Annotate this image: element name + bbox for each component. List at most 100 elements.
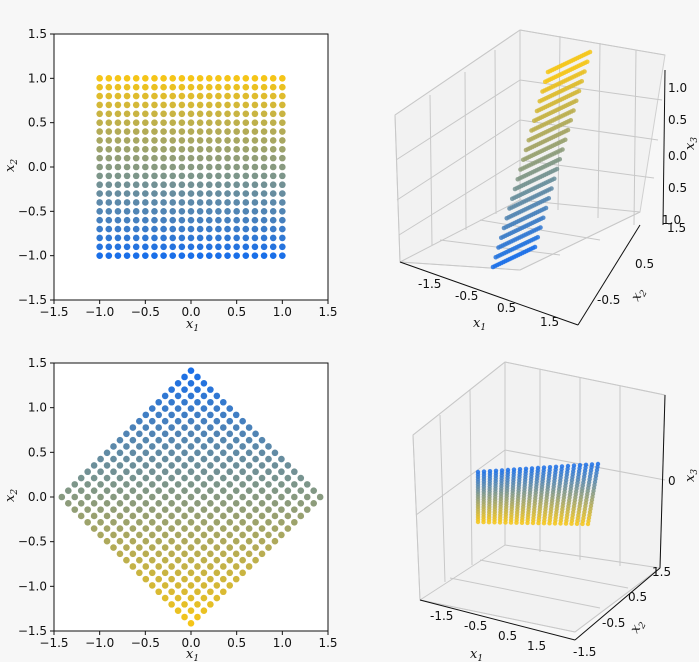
scatter-point (174, 556, 182, 564)
scatter-point (187, 430, 195, 438)
scatter-point (174, 443, 182, 450)
scatter-point (219, 462, 227, 469)
scatter-point (90, 462, 98, 469)
scatter-point (161, 481, 169, 488)
scatter-point (123, 430, 130, 438)
scatter-point (132, 208, 140, 215)
scatter-point (215, 181, 222, 189)
scatter-point (105, 216, 113, 224)
scatter-point (187, 569, 195, 577)
scatter-point (178, 234, 186, 242)
scatter-point (161, 430, 169, 438)
scatter-point (260, 199, 268, 206)
scatter-point (200, 455, 208, 463)
scatter-point (174, 468, 182, 476)
top-right-3d-panel: -1.5 -0.5 0.5 1.5 -0.5 0.5 1.5 1.0 0.5 0… (394, 29, 699, 333)
scatter-point (129, 500, 137, 507)
scatter-point (161, 493, 169, 501)
scatter-point (151, 119, 158, 126)
scatter-point (215, 243, 222, 251)
scatter-point (160, 199, 167, 206)
scatter-point (239, 544, 246, 551)
scatter-point (181, 386, 188, 393)
scatter-point (151, 163, 158, 171)
scatter-point (258, 537, 266, 545)
scatter-point (110, 544, 117, 551)
scatter-point (96, 83, 103, 91)
x-tick-label: 0.5 (227, 305, 246, 319)
scatter-point (181, 411, 188, 419)
scatter-point (219, 474, 227, 482)
scatter-point (251, 216, 259, 224)
scatter-point (232, 474, 240, 482)
top-right-ztick: 0.0 (668, 149, 687, 163)
scatter-point (161, 392, 169, 400)
bottom-right-ytick: 0.5 (628, 590, 647, 604)
scatter-point (260, 216, 268, 224)
scatter-point (181, 563, 188, 570)
scatter-point (260, 119, 268, 126)
scatter-point (252, 455, 259, 463)
scatter-point (123, 119, 131, 126)
scatter-point (178, 243, 186, 251)
scatter-point (174, 455, 182, 463)
scatter-point (148, 443, 156, 450)
top-right-ztick: 0.5 (668, 181, 687, 195)
bottom-left-ticks: −1.5 −1.0 −0.5 0.0 0.5 1.0 1.5 1.5 1.0 0.5 0.0 −0.5… (18, 356, 338, 650)
scatter-point (213, 506, 221, 513)
scatter-point (258, 462, 266, 469)
scatter-point (245, 512, 253, 520)
scatter-point (169, 243, 177, 251)
scatter3d-point (538, 225, 543, 230)
scatter-point (161, 569, 169, 577)
scatter3d-point (568, 117, 574, 123)
scatter-point (181, 500, 188, 507)
top-right-xtick: 0.5 (497, 301, 516, 315)
scatter-point (207, 449, 214, 457)
scatter-point (260, 234, 268, 242)
scatter-point (187, 243, 195, 251)
scatter-point (205, 216, 213, 224)
scatter-point (205, 83, 213, 91)
scatter-point (160, 234, 167, 242)
scatter-point (142, 449, 150, 457)
scatter-point (187, 225, 195, 233)
scatter-point (114, 154, 122, 162)
scatter-point (178, 110, 186, 118)
scatter-point (233, 234, 240, 242)
scatter-point (278, 455, 285, 463)
scatter3d-point (492, 520, 497, 525)
scatter-point (174, 506, 182, 513)
scatter-point (251, 128, 259, 135)
scatter-point (265, 518, 272, 526)
scatter-point (58, 493, 66, 501)
scatter-point (269, 119, 277, 126)
scatter-point (200, 506, 208, 513)
scatter-point (114, 83, 122, 91)
scatter-point (123, 216, 131, 224)
scatter-point (155, 537, 163, 545)
scatter-point (194, 575, 201, 583)
scatter-point (242, 243, 250, 251)
scatter-point (142, 252, 149, 259)
scatter-point (194, 512, 201, 520)
scatter-point (224, 119, 231, 126)
scatter-point (168, 512, 175, 520)
scatter-point (242, 252, 250, 259)
scatter-point (116, 512, 124, 520)
scatter-point (242, 83, 250, 91)
scatter-point (136, 544, 143, 551)
scatter-point (239, 443, 246, 450)
scatter-point (168, 487, 175, 494)
scatter-point (196, 252, 204, 259)
scatter-point (142, 145, 149, 153)
scatter-point (196, 92, 204, 100)
scatter-point (160, 181, 167, 189)
scatter-point (174, 392, 182, 400)
scatter-point (215, 83, 222, 91)
scatter-point (245, 487, 253, 494)
scatter-point (123, 481, 130, 488)
scatter-point (232, 512, 240, 520)
scatter-point (213, 430, 221, 438)
scatter-point (105, 163, 113, 171)
